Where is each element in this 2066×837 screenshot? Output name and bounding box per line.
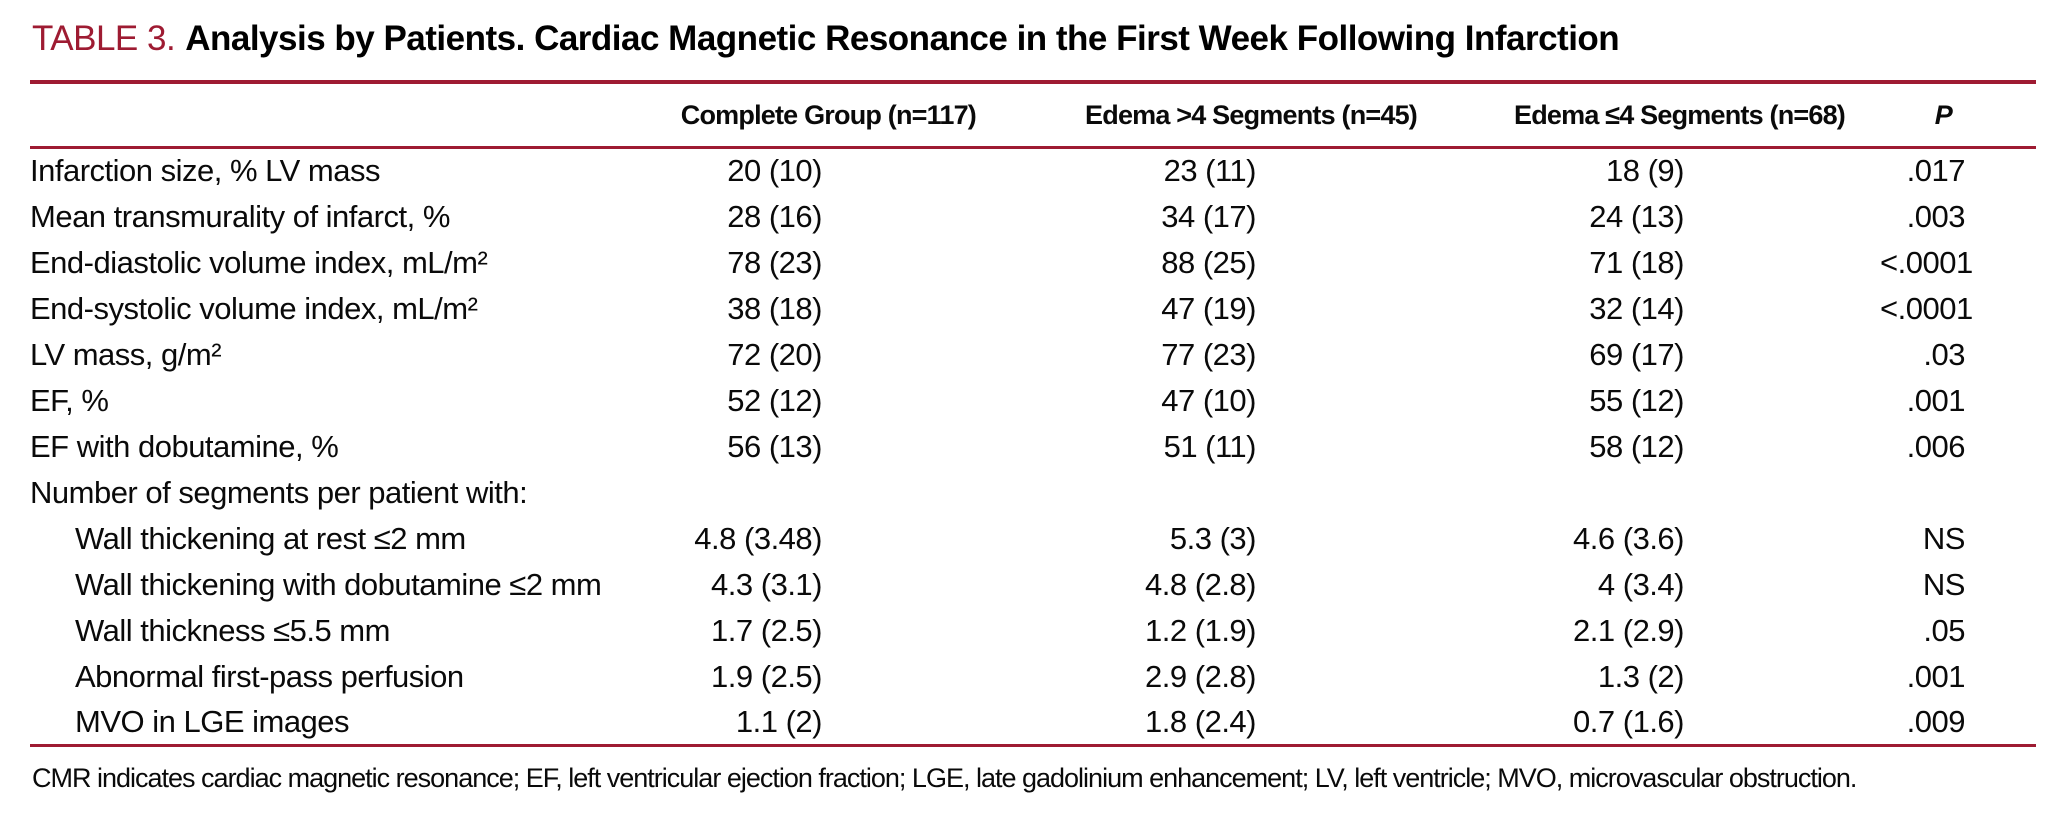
cell-edema-gt4: 2.9 (2.8) [1145,658,1256,694]
paper-table-figure: TABLE 3. Analysis by Patients. Cardiac Ma… [30,10,2036,793]
cell-edema-gt4: 47 (10) [1161,382,1256,418]
cell-edema-le4: 71 (18) [1589,244,1684,280]
cell-complete-group: 1.9 (2.5) [711,658,822,694]
row-label: Number of segments per patient with: [30,474,528,510]
row-label: Wall thickening at rest ≤2 mm [75,520,466,556]
cell-complete-group: 56 (13) [727,428,822,464]
cell-edema-le4: 0.7 (1.6) [1573,703,1684,739]
row-label: Abnormal first-pass perfusion [75,658,464,694]
header-row: Complete Group (n=117) Edema >4 Segments… [30,82,2036,149]
cell-p-value [1880,470,2036,516]
cell-p-value: .05 [1923,612,1965,648]
cell-p-value: .009 [1906,703,1966,739]
column-header-edema-le4: Edema ≤4 Segments (n=68) [1440,82,1880,149]
row-label: End-systolic volume index, mL/m² [30,290,478,326]
table-row: Infarction size, % LV mass 20 (10) 23 (1… [30,148,2036,194]
cell-p-value: NS [1922,566,1966,602]
table-row: Abnormal first-pass perfusion 1.9 (2.5) … [30,654,2036,700]
table-number: TABLE 3. [32,19,176,58]
table-row: End-systolic volume index, mL/m² 38 (18)… [30,286,2036,332]
table-row: MVO in LGE images 1.1 (2) 1.8 (2.4) 0.7 … [30,700,2036,746]
table-body: Infarction size, % LV mass 20 (10) 23 (1… [30,148,2036,746]
row-label: Wall thickening with dobutamine ≤2 mm [75,566,602,602]
cell-p-value: .001 [1906,658,1966,694]
cell-p-value: .001 [1906,382,1966,418]
cell-edema-gt4: 47 (19) [1161,290,1256,326]
column-header-edema-gt4: Edema >4 Segments (n=45) [1000,82,1440,149]
cell-p-value: .017 [1906,153,1966,189]
cell-complete-group: 1.7 (2.5) [711,612,822,648]
cell-edema-gt4: 34 (17) [1161,198,1256,234]
cell-complete-group: 28 (16) [727,198,822,234]
row-label: MVO in LGE images [75,703,350,739]
row-label: LV mass, g/m² [30,336,222,372]
cell-p-value: .006 [1906,428,1966,464]
cell-edema-le4: 4 (3.4) [1597,566,1685,602]
cell-complete-group: 20 (10) [727,153,822,189]
row-label: Mean transmurality of infarct, % [30,198,450,234]
table-caption: TABLE 3. Analysis by Patients. Cardiac Ma… [32,10,2036,62]
cell-edema-gt4: 77 (23) [1161,336,1256,372]
table-row: Wall thickening at rest ≤2 mm 4.8 (3.48)… [30,516,2036,562]
cell-edema-le4: 69 (17) [1589,336,1684,372]
cell-p-value: .03 [1923,336,1965,372]
row-label: Wall thickness ≤5.5 mm [75,612,390,648]
table-row: EF with dobutamine, % 56 (13) 51 (11) 58… [30,424,2036,470]
cell-edema-le4: 18 (9) [1606,153,1684,189]
cell-edema-gt4: 23 (11) [1163,153,1257,189]
row-label: EF, % [30,382,109,418]
cell-p-value: NS [1922,520,1966,556]
cell-edema-le4: 58 (12) [1589,428,1684,464]
cell-p-value: .003 [1906,198,1966,234]
cell-edema-le4: 4.6 (3.6) [1573,520,1684,556]
table-row: Wall thickness ≤5.5 mm 1.7 (2.5) 1.2 (1.… [30,608,2036,654]
cell-edema-le4: 24 (13) [1589,198,1684,234]
cell-complete-group: 72 (20) [727,336,822,372]
row-label: EF with dobutamine, % [30,428,339,464]
row-label: End-diastolic volume index, mL/m² [30,244,488,280]
cell-edema-le4: 55 (12) [1589,382,1684,418]
cell-complete-group: 4.8 (3.48) [694,520,822,556]
cell-edema-gt4: 51 (11) [1163,428,1257,464]
cell-edema-gt4: 1.8 (2.4) [1145,703,1256,739]
cell-edema-le4: 1.3 (2) [1597,658,1685,694]
cell-edema-le4: 2.1 (2.9) [1573,612,1684,648]
column-header-complete-group: Complete Group (n=117) [630,82,1000,149]
cell-complete-group [630,470,1000,516]
row-label: Infarction size, % LV mass [30,153,380,189]
table-row: Wall thickening with dobutamine ≤2 mm 4.… [30,562,2036,608]
table-title: Analysis by Patients. Cardiac Magnetic R… [185,19,1620,58]
cell-complete-group: 78 (23) [727,244,822,280]
table-row: End-diastolic volume index, mL/m² 78 (23… [30,240,2036,286]
cell-p-value: <.0001 [1880,290,1973,326]
table-footnote: CMR indicates cardiac magnetic resonance… [32,763,1857,793]
cell-complete-group: 1.1 (2) [735,703,823,739]
cell-p-value: <.0001 [1880,244,1973,280]
cell-edema-gt4: 5.3 (3) [1169,520,1257,556]
cell-edema-gt4 [1000,470,1440,516]
table-row: Number of segments per patient with: [30,470,2036,516]
table-row: LV mass, g/m² 72 (20) 77 (23) 69 (17) .0… [30,332,2036,378]
column-header-p-value: P [1880,82,2036,149]
cell-edema-gt4: 4.8 (2.8) [1145,566,1256,602]
cell-complete-group: 52 (12) [727,382,822,418]
cell-edema-gt4: 88 (25) [1161,244,1256,280]
data-table: Complete Group (n=117) Edema >4 Segments… [30,80,2036,747]
cell-complete-group: 38 (18) [727,290,822,326]
table-row: EF, % 52 (12) 47 (10) 55 (12) .001 [30,378,2036,424]
column-header-variable [30,82,630,149]
table-row: Mean transmurality of infarct, % 28 (16)… [30,194,2036,240]
cell-complete-group: 4.3 (3.1) [711,566,822,602]
cell-edema-le4 [1440,470,1880,516]
cell-edema-gt4: 1.2 (1.9) [1145,612,1256,648]
cell-edema-le4: 32 (14) [1589,290,1684,326]
